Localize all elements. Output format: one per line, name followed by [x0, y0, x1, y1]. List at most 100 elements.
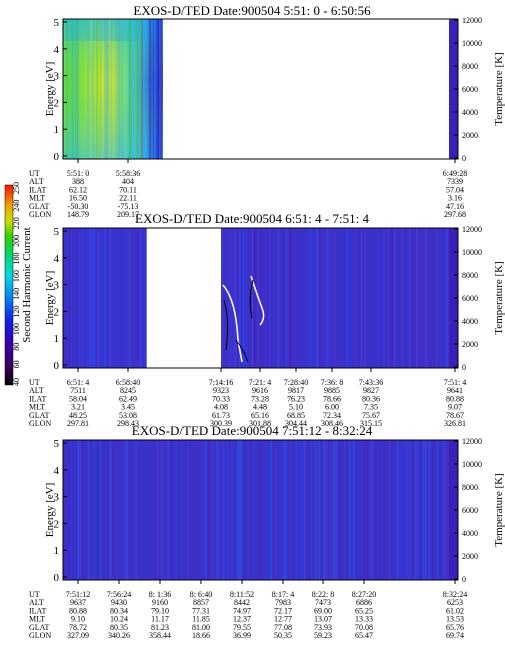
texture-streak	[383, 228, 385, 368]
texture-streak	[270, 440, 272, 580]
panel-3: EXOS-D/TED Date:900504 7:51:12 - 8:32:24…	[29, 423, 505, 640]
texture-streak	[408, 440, 411, 580]
texture-streak	[424, 228, 426, 368]
texture-streak	[348, 228, 350, 368]
texture-streak	[416, 228, 417, 368]
texture-streak	[371, 440, 373, 580]
ephemeris-cell: 70.33	[212, 394, 230, 403]
temperature-tick-label: 2000	[462, 552, 478, 561]
texture-streak	[405, 440, 408, 580]
texture-streak	[128, 19, 130, 159]
ephemeris-row-label: ILAT	[29, 606, 46, 615]
texture-streak	[131, 19, 133, 159]
texture-streak	[222, 228, 224, 368]
texture-streak	[280, 440, 282, 580]
energy-tick-label: 4	[54, 253, 60, 265]
texture-streak	[145, 228, 147, 368]
ephemeris-cell: 77.08	[274, 623, 292, 632]
texture-streak	[99, 440, 101, 580]
texture-streak	[140, 19, 142, 159]
texture-streak	[314, 228, 316, 368]
texture-streak	[209, 440, 211, 580]
ephemeris-cell: 73.93	[314, 623, 332, 632]
texture-streak	[265, 228, 267, 368]
ephemeris-cell: 7511	[70, 386, 86, 395]
texture-streak	[335, 440, 336, 580]
texture-streak	[152, 19, 154, 159]
texture-streak	[441, 440, 443, 580]
ephemeris-cell: 78.72	[69, 623, 87, 632]
feature-arc	[223, 299, 229, 351]
energy-tick-label: 0	[54, 572, 60, 584]
ephemeris-cell: 9885	[324, 386, 340, 395]
texture-streak	[140, 19, 142, 159]
energy-tick-label: 1	[54, 333, 60, 345]
panel-3-plot: 0 1 2 3 4 5 0 2000 4000 6000 8000 10000 12000	[54, 437, 483, 584]
ephemeris-cell: 298.43	[117, 419, 139, 428]
texture-streak	[72, 19, 74, 159]
texture-streak	[420, 440, 422, 580]
texture-streak	[109, 228, 112, 368]
feature-arc	[235, 339, 249, 363]
ephemeris-cell: 3.45	[121, 403, 135, 412]
ephemeris-cell: 8:27:20	[352, 590, 376, 599]
texture-streak	[225, 440, 227, 580]
texture-streak	[428, 228, 430, 368]
texture-streak	[79, 440, 82, 580]
ephemeris-cell: 308.46	[321, 419, 343, 428]
ephemeris-cell: 78.66	[323, 394, 341, 403]
ephemeris-cell: 300.39	[210, 419, 232, 428]
ephemeris-cell: 7:56:24	[107, 590, 131, 599]
texture-streak	[78, 228, 80, 368]
texture-streak	[373, 440, 375, 580]
ephemeris-row-label: GLAT	[29, 202, 50, 211]
texture-streak	[375, 440, 377, 580]
texture-streak	[260, 440, 261, 580]
texture-streak	[376, 228, 378, 368]
texture-streak	[330, 440, 332, 580]
texture-streak	[255, 228, 257, 368]
texture-streak	[413, 440, 415, 580]
texture-streak	[290, 440, 292, 580]
ephemeris-cell: 65.25	[355, 606, 373, 615]
ephemeris-row-label: GLON	[29, 419, 51, 428]
ephemeris-cell: 5:58:36	[116, 169, 140, 178]
ephemeris-cell: 68.85	[287, 411, 305, 420]
texture-streak	[98, 440, 100, 580]
ephemeris-cell: 78.67	[446, 411, 464, 420]
energy-tick-label: 2	[54, 306, 60, 318]
temperature-tick-label: 10000	[462, 39, 482, 48]
texture-streak	[409, 228, 411, 368]
texture-streak	[336, 440, 338, 580]
texture-streak	[391, 228, 393, 368]
ephemeris-cell: 9.07	[448, 403, 462, 412]
energy-axis-ticks: 0 1 2 3 4 5	[54, 17, 67, 163]
texture-streak	[425, 228, 428, 368]
texture-streak	[80, 440, 83, 580]
colorbar-tick-label: 200	[12, 235, 21, 247]
energy-tick-label: 3	[54, 492, 60, 504]
texture-streak	[93, 228, 96, 368]
ephemeris-cell: 297.68	[444, 210, 466, 219]
texture-streak	[180, 440, 181, 580]
temperature-axis-label: Temperature [K]	[493, 261, 505, 334]
ephemeris-cell: -75.13	[118, 202, 139, 211]
temperature-tick-label: 2000	[462, 340, 478, 349]
energy-tick-label: 3	[54, 71, 60, 83]
ephemeris-cell: 8857	[193, 598, 209, 607]
texture-streak	[384, 228, 387, 368]
colorbar-tick-label: 220	[12, 217, 21, 229]
texture-streak	[394, 228, 396, 368]
ephemeris-row-label: GLAT	[29, 411, 50, 420]
texture-streak	[268, 228, 270, 368]
texture-streak	[77, 440, 79, 580]
texture-streak	[247, 440, 249, 580]
texture-streak	[136, 440, 138, 580]
temperature-tick-label: 6000	[462, 294, 478, 303]
texture-streak	[349, 440, 351, 580]
energy-tick-label: 4	[54, 44, 60, 56]
texture-streak	[123, 228, 124, 368]
ephemeris-cell: 72.17	[274, 606, 292, 615]
temperature-strip	[449, 19, 458, 159]
ephemeris-cell: 59.23	[314, 631, 332, 640]
